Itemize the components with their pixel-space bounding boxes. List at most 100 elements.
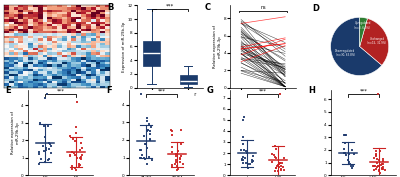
PathPatch shape: [143, 41, 160, 66]
Text: ***: ***: [166, 3, 174, 8]
Point: [37, 122, 43, 125]
Point: [343, 133, 349, 136]
Point: [240, 135, 246, 138]
Point: [374, 158, 380, 160]
Point: [349, 148, 356, 151]
Point: [269, 161, 276, 164]
Point: [244, 152, 250, 155]
Point: [276, 163, 283, 166]
Point: [348, 164, 354, 167]
Point: [379, 163, 386, 165]
Point: [177, 157, 183, 160]
Point: [273, 167, 280, 170]
Text: B: B: [107, 3, 114, 12]
Point: [172, 153, 179, 155]
Point: [48, 151, 54, 154]
Point: [78, 147, 85, 150]
Text: H: H: [308, 86, 315, 95]
Point: [42, 147, 49, 150]
Y-axis label: Expression of miR-29b-3p: Expression of miR-29b-3p: [122, 21, 126, 72]
Point: [239, 118, 246, 121]
Point: [373, 168, 379, 171]
Point: [277, 162, 283, 165]
Point: [371, 168, 378, 171]
PathPatch shape: [180, 75, 196, 84]
Point: [174, 165, 180, 168]
Point: [77, 156, 84, 159]
Point: [269, 153, 275, 156]
Point: [142, 157, 148, 160]
Point: [79, 153, 85, 156]
Point: [243, 162, 249, 165]
Point: [72, 153, 78, 156]
Point: [240, 162, 246, 165]
Point: [380, 162, 386, 165]
Point: [169, 165, 175, 168]
Point: [172, 161, 179, 163]
Point: [46, 157, 52, 160]
Point: [176, 156, 183, 159]
Point: [77, 148, 84, 151]
Point: [36, 152, 43, 155]
Point: [272, 169, 278, 172]
Point: [376, 169, 382, 172]
Point: [280, 165, 286, 168]
Point: [372, 165, 378, 168]
Point: [342, 134, 348, 137]
Point: [250, 155, 256, 157]
Point: [169, 130, 176, 132]
Point: [242, 156, 248, 159]
Point: [272, 155, 278, 158]
Point: [144, 119, 150, 122]
Point: [42, 161, 48, 164]
Point: [172, 163, 178, 165]
Point: [67, 155, 74, 158]
Point: [372, 155, 379, 158]
Text: ***: ***: [360, 88, 367, 93]
Point: [73, 126, 80, 129]
Point: [340, 148, 347, 151]
Point: [240, 143, 246, 146]
Point: [68, 151, 75, 154]
Point: [147, 130, 154, 132]
Point: [380, 160, 386, 162]
Point: [71, 151, 78, 154]
Point: [377, 149, 383, 152]
Point: [343, 153, 349, 156]
Wedge shape: [360, 17, 368, 47]
Point: [42, 135, 48, 138]
Point: [72, 139, 78, 142]
Point: [72, 167, 79, 170]
Text: G: G: [207, 86, 214, 95]
Point: [274, 165, 280, 168]
Point: [278, 169, 284, 172]
Point: [141, 142, 148, 145]
Point: [74, 156, 81, 159]
Point: [36, 150, 42, 153]
Point: [278, 165, 284, 168]
Point: [373, 153, 380, 156]
Point: [47, 143, 54, 145]
Point: [375, 93, 381, 96]
Point: [342, 141, 348, 144]
Point: [243, 149, 249, 152]
Point: [380, 168, 386, 171]
Point: [277, 162, 284, 165]
Point: [346, 153, 352, 155]
Point: [36, 163, 42, 166]
Point: [249, 160, 256, 163]
Point: [178, 128, 184, 131]
Point: [46, 142, 52, 145]
Point: [275, 169, 281, 172]
Point: [45, 159, 52, 162]
Point: [169, 164, 175, 167]
Point: [146, 133, 153, 135]
Point: [69, 138, 76, 141]
Point: [344, 158, 351, 161]
Point: [244, 166, 251, 169]
Point: [275, 165, 282, 168]
Point: [371, 164, 377, 167]
Point: [40, 125, 47, 127]
Point: [67, 135, 73, 138]
Point: [371, 156, 377, 159]
